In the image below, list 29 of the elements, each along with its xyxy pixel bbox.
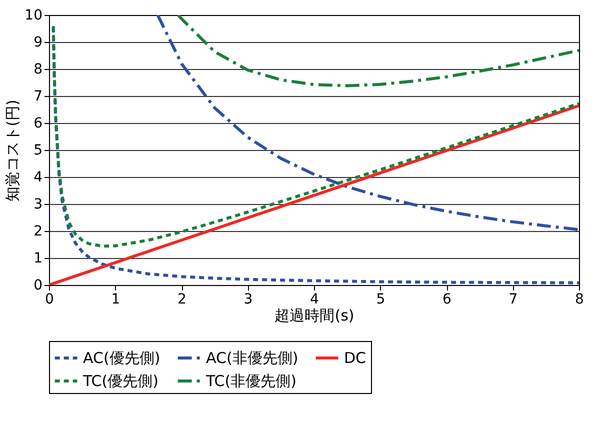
x-tick-label: 8 xyxy=(575,292,584,308)
x-tick-label: 4 xyxy=(310,292,320,308)
y-tick-label: 5 xyxy=(34,142,42,158)
x-tick-label: 1 xyxy=(111,292,120,308)
y-tick-label: 7 xyxy=(34,88,42,104)
x-tick-label: 0 xyxy=(45,292,54,308)
x-tick-label: 5 xyxy=(376,292,386,308)
y-tick-label: 9 xyxy=(34,34,42,50)
y-tick-label: 1 xyxy=(34,250,42,266)
y-tick-label: 8 xyxy=(34,62,42,78)
legend-label: TC(非優先側) xyxy=(205,372,296,390)
legend-label: AC(優先側) xyxy=(83,349,160,367)
x-tick-label: 7 xyxy=(508,292,518,308)
line-series xyxy=(176,15,579,88)
x-tick-label: 2 xyxy=(178,292,186,308)
y-tick-label: 10 xyxy=(24,8,42,24)
y-tick-label: 0 xyxy=(34,278,42,294)
legend-label: DC xyxy=(344,349,366,367)
y-axis-title: 知覚コスト(円) xyxy=(4,100,22,202)
y-tick-label: 3 xyxy=(34,196,42,212)
x-tick-label: 3 xyxy=(244,292,253,308)
line-series xyxy=(156,15,579,232)
x-tick-label: 6 xyxy=(442,292,452,308)
x-axis-title: 超過時間(s) xyxy=(274,306,354,324)
legend-label: TC(優先側) xyxy=(82,372,158,390)
y-tick-label: 6 xyxy=(34,116,43,132)
y-tick-label: 4 xyxy=(34,170,43,186)
legend-label: AC(非優先側) xyxy=(206,349,298,367)
y-tick-label: 2 xyxy=(34,224,42,240)
